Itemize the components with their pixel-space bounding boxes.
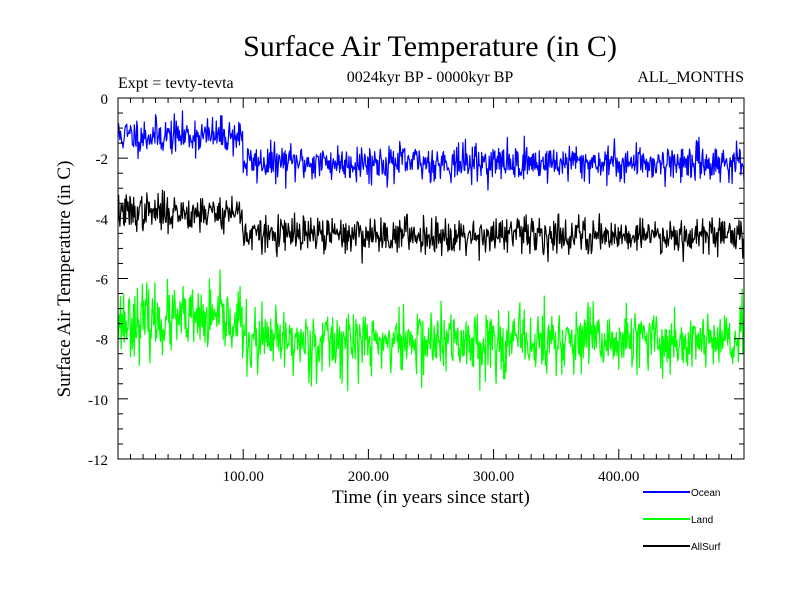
x-axis: 100.00 200.00 300.00 400.00 xyxy=(130,98,732,485)
chart-subtitle: 0024kyr BP - 0000kyr BP xyxy=(347,69,514,86)
x-axis-label: Time (in years since start) xyxy=(332,487,530,508)
months-label: ALL_MONTHS xyxy=(637,69,744,86)
x-tick-label: 300.00 xyxy=(473,469,514,485)
x-tick-label: 200.00 xyxy=(348,469,389,485)
legend-label: AllSurf xyxy=(691,542,721,553)
chart-title: Surface Air Temperature (in C) xyxy=(243,30,617,63)
x-tick-label: 100.00 xyxy=(223,469,264,485)
legend-label: Ocean xyxy=(691,488,720,499)
plot-frame xyxy=(117,97,745,460)
y-axis-label: Surface Air Temperature (in C) xyxy=(54,161,75,398)
legend: Ocean Land AllSurf xyxy=(643,488,721,553)
y-tick-label: -12 xyxy=(88,453,108,469)
y-tick-label: -2 xyxy=(96,152,109,168)
series-line-allsurf xyxy=(117,189,745,264)
y-tick-label: -6 xyxy=(96,273,109,289)
series-line-land xyxy=(117,269,745,392)
x-tick-label: 400.00 xyxy=(598,469,639,485)
y-tick-label: -10 xyxy=(88,393,108,409)
y-tick-label: -4 xyxy=(96,212,109,228)
y-tick-label: -8 xyxy=(96,333,109,349)
legend-label: Land xyxy=(691,515,713,526)
experiment-label: Expt = tevty-tevta xyxy=(118,75,234,92)
series-line-ocean xyxy=(117,110,745,191)
y-tick-label: 0 xyxy=(101,92,109,108)
y-axis: 0 -2 -4 -6 -8 -10 -12 xyxy=(88,92,744,469)
plot-series xyxy=(117,110,745,392)
